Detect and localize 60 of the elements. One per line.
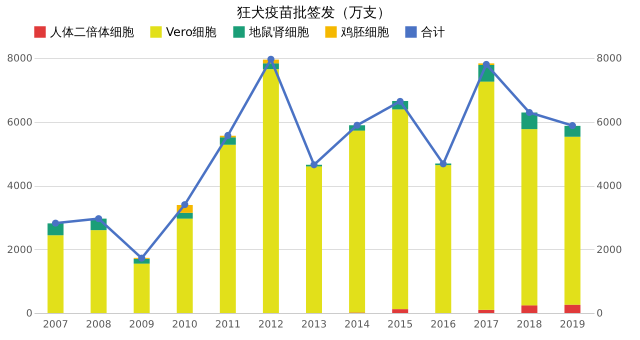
bar (176, 218, 193, 313)
bar (134, 264, 150, 313)
y-tick-label: 8000 (7, 54, 32, 64)
bar (176, 212, 193, 219)
bar (220, 144, 236, 313)
legend-label: 鸡胚细胞 (340, 25, 389, 39)
x-tick-label: 2018 (516, 320, 542, 330)
y-tick-label: 4000 (7, 181, 32, 192)
bar (521, 129, 538, 306)
point (440, 160, 447, 168)
x-tick-label: 2007 (42, 320, 68, 330)
x-tick-label: 2012 (258, 320, 284, 330)
bar (478, 310, 494, 313)
bar (564, 304, 580, 313)
x-tick-label: 2011 (215, 320, 241, 330)
y2-tick-label: 6000 (596, 117, 622, 128)
chart-title: 狂犬疫苗批签发（万支） (237, 5, 391, 21)
legend-label: 地鼠肾细胞 (248, 25, 309, 39)
point (267, 56, 274, 63)
y2-tick-label: 4000 (596, 181, 622, 192)
bar (306, 166, 322, 313)
point (482, 60, 490, 68)
x-tick-label: 2008 (86, 320, 112, 330)
point (52, 220, 60, 227)
x-tick-label: 2010 (172, 320, 198, 330)
bar (90, 230, 107, 313)
legend-label: 合计 (421, 25, 445, 39)
point (526, 108, 533, 116)
x-tick-label: 2016 (430, 320, 456, 330)
x-tick-label: 2013 (301, 320, 327, 330)
bar (478, 82, 494, 310)
point (95, 215, 102, 222)
point (396, 98, 404, 105)
y-tick-label: 0 (26, 308, 32, 320)
y2-tick-label: 0 (596, 308, 603, 320)
y-tick-label: 2000 (7, 244, 32, 256)
bar (349, 130, 366, 313)
bar (392, 309, 408, 313)
y2-tick-label: 8000 (596, 54, 622, 64)
point (354, 122, 361, 129)
bar (521, 305, 538, 313)
point (224, 132, 232, 139)
y-tick-label: 6000 (7, 117, 32, 128)
point (568, 122, 576, 130)
bar (392, 109, 408, 310)
bar (262, 69, 279, 313)
x-tick-label: 2014 (344, 320, 370, 330)
point (310, 161, 318, 168)
point (138, 254, 146, 262)
x-tick-label: 2009 (128, 320, 154, 330)
y2-tick-label: 2000 (596, 244, 622, 256)
bar (48, 235, 64, 313)
x-tick-label: 2017 (474, 320, 500, 330)
point (181, 201, 188, 208)
x-tick-label: 2019 (560, 320, 586, 330)
bar (564, 136, 580, 305)
legend-label: 人体二倍体细胞 (50, 25, 134, 39)
legend-label: Vero细胞 (166, 25, 217, 39)
x-tick-label: 2015 (387, 320, 413, 330)
bar (435, 165, 452, 313)
